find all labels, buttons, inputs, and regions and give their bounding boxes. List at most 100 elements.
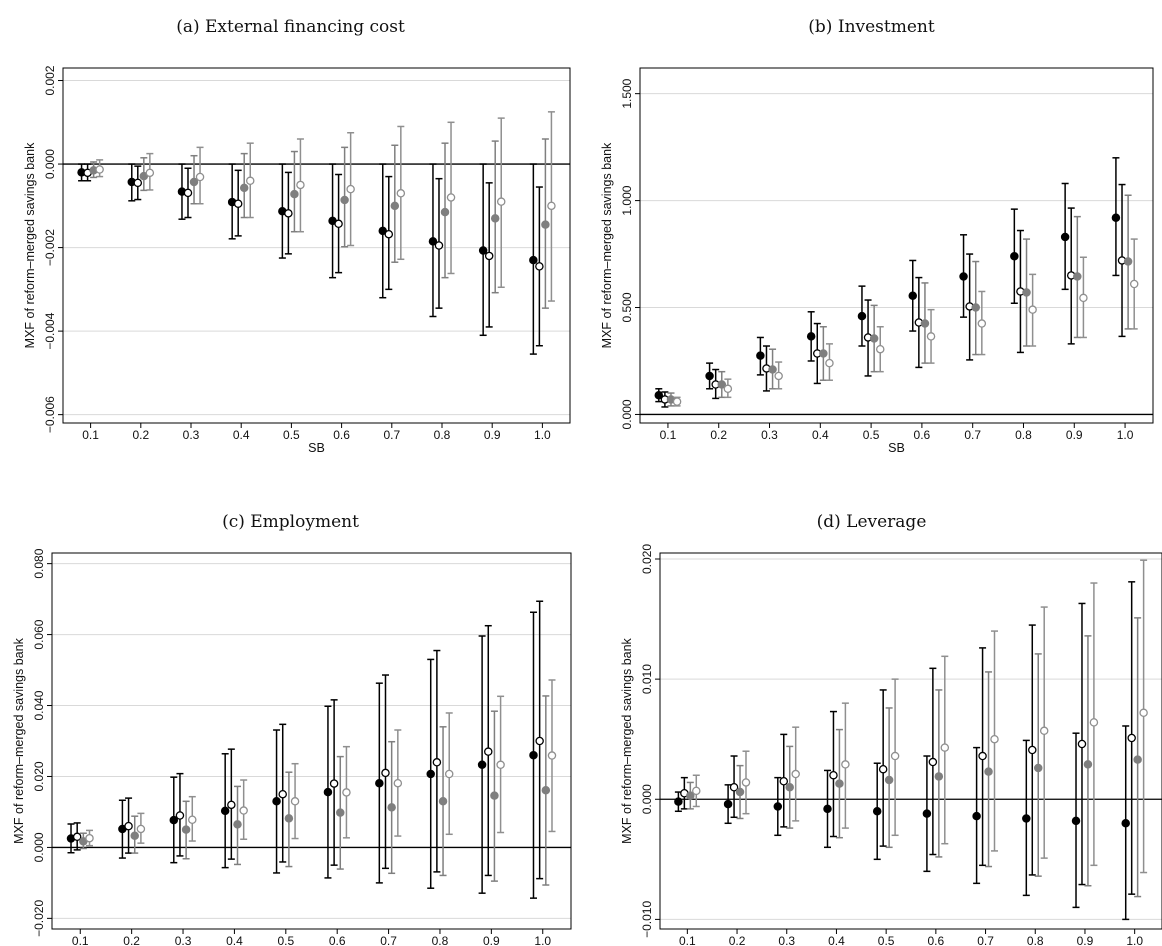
p3-y-tick-label-1: 0.000 (640, 784, 654, 814)
p0-x-tick-label-4: 0.5 (283, 428, 300, 442)
p1-s3-6-point (977, 319, 987, 328)
p3-s3-3-point (841, 760, 850, 769)
p0-x-tick-label-9: 1.0 (534, 428, 551, 442)
p0-x-axis-label: SB (308, 441, 325, 455)
p2-x-tick-label-1: 0.2 (123, 934, 140, 946)
p2-x-tick-label-8: 0.9 (483, 934, 500, 946)
p3-plot-frame (659, 552, 1162, 930)
p2-y-axis-label: MXF of reform–merged savings bank (12, 637, 26, 843)
p2-s0-5-point (323, 787, 333, 797)
p0-x-tick-label-0: 0.1 (82, 428, 99, 442)
p2-x-tick-label-3: 0.4 (226, 934, 243, 946)
p1-s0-3-point (806, 332, 816, 341)
p1-s3-7-point (1028, 305, 1037, 314)
p1-x-axis-label: SB (888, 441, 905, 455)
p3-s3-4-point (890, 751, 900, 761)
p0-y-axis-label: MXF of reform–merged savings bank (23, 142, 37, 348)
p0-s1-9-point (535, 262, 544, 271)
p0-s3-1-point (145, 168, 155, 178)
p3-x-tick-label-4: 0.5 (878, 934, 895, 946)
p0-x-tick-label-5: 0.6 (333, 428, 350, 442)
p0-s3-7-point (446, 193, 456, 202)
p2-s3-4-point (290, 797, 300, 806)
p3-s1-5-point (928, 757, 938, 767)
p3-s0-6-point (972, 811, 981, 821)
p3-x-tick-label-7: 0.8 (1027, 934, 1044, 946)
p2-s0-8-point (477, 760, 487, 770)
p0-s0-7-point (428, 237, 438, 246)
p2-s1-6-point (381, 768, 390, 778)
p1-y-tick-label-3: 1.500 (620, 78, 634, 108)
p0-x-tick-label-6: 0.7 (383, 428, 400, 442)
p2-x-tick-label-7: 0.8 (432, 934, 449, 946)
p3-s3-5-point (940, 743, 950, 752)
p0-s2-6-point (390, 201, 400, 211)
p2-s0-2-point (169, 815, 179, 825)
p3-x-tick-label-1: 0.2 (729, 934, 746, 946)
p3-s1-8-point (1077, 739, 1087, 749)
p3-y-tick-label-0: −0.010 (640, 901, 654, 938)
p2-x-tick-label-4: 0.5 (277, 934, 294, 946)
p3-x-tick-label-0: 0.1 (679, 934, 696, 946)
p3-s0-0-point (674, 797, 683, 806)
p0-s2-2-point (189, 177, 199, 187)
p0-s2-4-point (290, 189, 299, 199)
p0-s1-7-point (434, 241, 444, 250)
p0-s1-2-point (183, 188, 193, 198)
p1-s2-2-point (768, 365, 777, 374)
p2-s1-1-point (124, 821, 133, 831)
p3-s2-7-point (1033, 763, 1043, 773)
p0-y-tick-label-3: −0.004 (43, 312, 57, 349)
p1-x-tick-label-9: 1.0 (1117, 428, 1134, 442)
p0-s3-4-point (296, 180, 305, 190)
p2-y-tick-label-4: 0.060 (32, 619, 46, 649)
p3-y-axis-label: MXF of reform–merged savings bank (620, 637, 634, 843)
p2-s2-8-point (490, 791, 499, 800)
p2-s1-9-point (535, 736, 544, 746)
p2-s3-7-point (444, 769, 454, 779)
p1-s2-8-point (1073, 272, 1082, 281)
p0-x-tick-label-8: 0.9 (484, 428, 501, 442)
p2-s3-8-point (496, 760, 505, 770)
p2-s0-7-point (426, 769, 435, 779)
p3-s1-1-point (729, 782, 739, 792)
p0-s1-4-point (284, 209, 293, 218)
p0-s1-3-point (233, 199, 243, 208)
p3-s3-2-point (791, 769, 800, 779)
p3-s3-1-point (741, 778, 751, 787)
p3-s0-3-point (823, 804, 832, 814)
p0-s2-8-point (490, 214, 500, 223)
p3-s0-4-point (872, 807, 882, 816)
p2-y-tick-label-0: −0.020 (32, 900, 46, 937)
p1-s3-1-point (723, 384, 733, 394)
p3-s0-5-point (922, 809, 932, 818)
p0-s3-8-point (496, 197, 506, 206)
p1-x-tick-label-4: 0.5 (863, 428, 880, 442)
p2-y-tick-label-2: 0.020 (32, 761, 46, 791)
p1-s3-0-point (672, 397, 682, 406)
p3-s3-8-point (1089, 718, 1099, 727)
p3-s0-1-point (723, 799, 733, 809)
p2-y-tick-label-1: 0.000 (32, 832, 46, 862)
p3-x-tick-label-5: 0.6 (928, 934, 945, 946)
p3-s2-0-point (686, 791, 695, 800)
p0-y-tick-label-1: 0.000 (43, 149, 57, 179)
p2-x-tick-label-9: 1.0 (534, 934, 551, 946)
p3-s1-9-point (1127, 733, 1136, 743)
p1-s2-5-point (920, 319, 930, 328)
p0-s2-9-point (541, 220, 550, 229)
p3-s2-5-point (934, 772, 944, 781)
p0-s1-6-point (384, 229, 394, 239)
p2-s2-9-point (541, 786, 551, 795)
p1-s0-1-point (705, 371, 714, 381)
p0-x-tick-label-7: 0.8 (434, 428, 451, 442)
p2-x-tick-label-2: 0.3 (175, 934, 192, 946)
panel-title-d: (d) Leverage (816, 512, 927, 532)
p1-s0-9-point (1111, 213, 1121, 222)
p2-s3-5-point (342, 788, 351, 797)
p0-s1-1-point (133, 178, 143, 188)
p1-y-tick-label-0: 0.000 (620, 399, 634, 429)
p0-plot-frame (62, 67, 571, 424)
p1-x-tick-label-2: 0.3 (761, 428, 778, 442)
p2-s1-7-point (432, 758, 442, 767)
